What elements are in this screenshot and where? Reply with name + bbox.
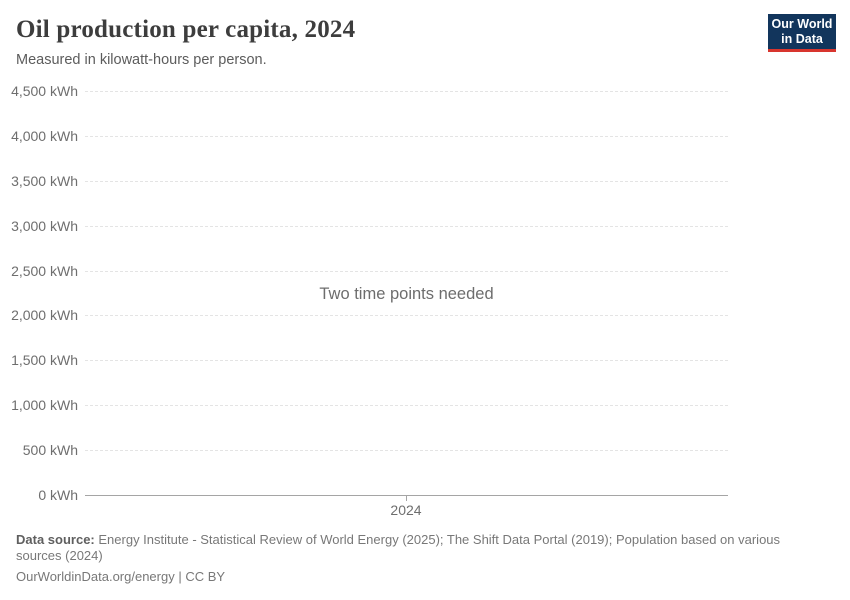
y-gridline <box>85 135 728 137</box>
y-gridline <box>85 91 728 92</box>
y-axis-tick-label: 0 kWh <box>38 487 78 503</box>
y-axis-tick-label: 1,500 kWh <box>11 352 78 369</box>
no-data-message: Two time points needed <box>319 285 494 303</box>
y-axis-tick-label: 2,000 kWh <box>11 307 78 324</box>
y-gridline <box>85 450 728 452</box>
y-gridline <box>85 315 728 317</box>
owid-logo-line1: Our World <box>771 17 833 31</box>
x-axis-tick-mark <box>406 496 407 501</box>
y-axis-tick-label: 1,000 kWh <box>11 397 78 414</box>
y-axis-tick-label: 3,500 kWh <box>11 172 78 189</box>
data-source-label: Data source: <box>16 532 95 547</box>
y-gridline <box>85 225 728 227</box>
y-axis-tick-label: 4,000 kWh <box>11 127 78 144</box>
data-source-text: Energy Institute - Statistical Review of… <box>16 532 781 563</box>
y-gridline <box>85 495 728 496</box>
owid-logo[interactable]: Our World in Data <box>768 14 836 52</box>
y-gridline <box>85 270 728 272</box>
license-link[interactable]: OurWorldinData.org/energy | CC BY <box>16 569 226 584</box>
y-axis-tick-label: 500 kWh <box>22 442 78 459</box>
y-axis-tick-label: 3,000 kWh <box>11 217 78 234</box>
page-title: Oil production per capita, 2024 <box>16 16 356 43</box>
y-gridline <box>85 180 728 182</box>
owid-logo-line2: in Data <box>781 32 823 46</box>
y-gridline <box>85 360 728 362</box>
y-axis-tick-label: 2,500 kWh <box>11 262 78 279</box>
y-axis-tick-label: 4,500 kWh <box>11 83 78 99</box>
chart-subtitle: Measured in kilowatt-hours per person. <box>16 52 267 68</box>
x-axis-tick-label: 2024 <box>390 502 422 518</box>
chart-footer: Data source: Energy Institute - Statisti… <box>16 532 816 585</box>
y-gridline <box>85 405 728 407</box>
data-source-line: Data source: Energy Institute - Statisti… <box>16 532 816 564</box>
